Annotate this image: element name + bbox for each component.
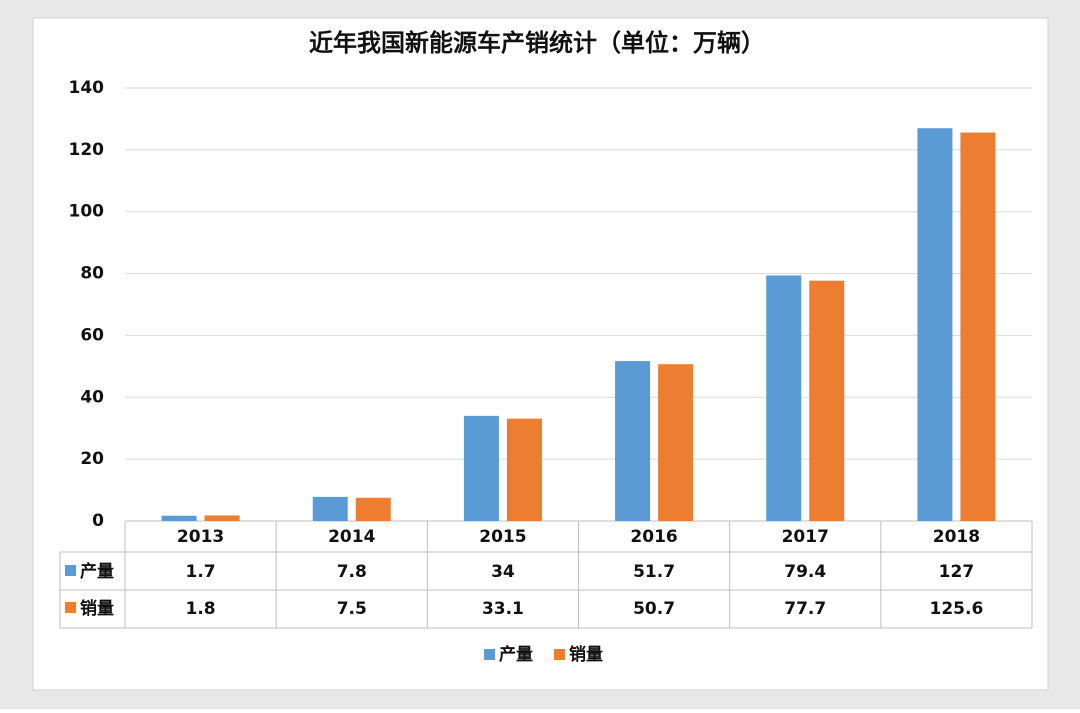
bar [615, 361, 651, 521]
y-tick-label: 120 [69, 140, 105, 160]
bar [917, 128, 953, 521]
y-tick-label: 140 [69, 78, 105, 98]
bar [355, 497, 391, 521]
bar [312, 496, 348, 521]
bar [766, 275, 802, 521]
y-tick-label: 60 [80, 325, 104, 345]
table-value: 79.4 [784, 562, 826, 582]
table-legend-key [65, 602, 76, 613]
bar [658, 364, 694, 521]
table-row-label: 销量 [80, 598, 114, 619]
chart-title: 近年我国新能源车产销统计（单位：万辆） [309, 29, 765, 57]
bar [204, 515, 240, 521]
x-tick-label: 2015 [479, 527, 526, 547]
table-value: 125.6 [930, 599, 984, 619]
bar [809, 280, 845, 521]
y-tick-label: 20 [80, 449, 104, 469]
bar [506, 418, 542, 521]
table-value: 1.7 [186, 562, 216, 582]
legend-label: 销量 [569, 644, 603, 665]
y-tick-label: 100 [69, 202, 105, 222]
bar [463, 415, 499, 521]
y-tick-label: 80 [80, 264, 104, 284]
x-tick-label: 2017 [782, 527, 829, 547]
legend-label: 产量 [499, 644, 533, 665]
table-legend-key [65, 565, 76, 576]
table-value: 50.7 [633, 599, 675, 619]
y-tick-label: 0 [92, 511, 104, 531]
x-tick-label: 2016 [630, 527, 677, 547]
table-value: 34 [491, 562, 515, 582]
x-tick-label: 2014 [328, 527, 375, 547]
legend-key [554, 649, 565, 660]
y-tick-label: 40 [80, 387, 104, 407]
bar [161, 515, 197, 521]
table-value: 51.7 [633, 562, 675, 582]
chart-area [32, 17, 1049, 691]
table-value: 1.8 [186, 599, 216, 619]
bar [960, 132, 996, 521]
x-tick-label: 2013 [177, 527, 224, 547]
table-value: 7.5 [337, 599, 367, 619]
table-value: 33.1 [482, 599, 524, 619]
table-value: 127 [939, 562, 975, 582]
x-tick-label: 2018 [933, 527, 980, 547]
legend-key [484, 649, 495, 660]
table-value: 77.7 [784, 599, 826, 619]
table-row-label: 产量 [80, 561, 114, 582]
table-value: 7.8 [337, 562, 367, 582]
